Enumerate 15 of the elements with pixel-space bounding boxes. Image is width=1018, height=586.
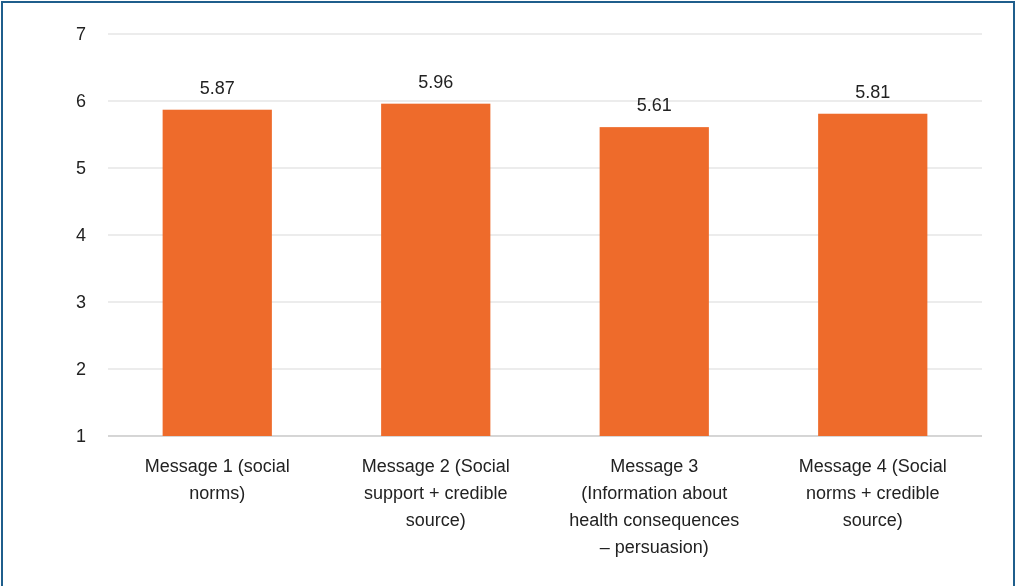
y-tick-label: 6	[75, 91, 86, 112]
y-tick-label: 2	[75, 359, 86, 380]
x-tick-label: Message 1 (social norms)	[144, 456, 290, 503]
data-label: 5.81	[855, 81, 891, 102]
y-tick-label: 1	[75, 426, 86, 447]
data-label: 5.87	[199, 77, 235, 98]
x-tick-label: Message 4 (Social norms + credible source)	[798, 456, 947, 530]
x-tick-label: Message 3 (Information about health consequences – persuasion)	[569, 456, 740, 557]
data-label: 5.61	[636, 95, 672, 116]
y-tick-label: 5	[75, 158, 86, 179]
data-label: 5.96	[418, 71, 454, 92]
y-tick-label: 4	[75, 225, 86, 246]
y-tick-label: 7	[75, 24, 86, 45]
x-tick-label: Message 2 (Social support + credible source)	[361, 456, 510, 530]
y-tick-label: 3	[75, 292, 86, 313]
